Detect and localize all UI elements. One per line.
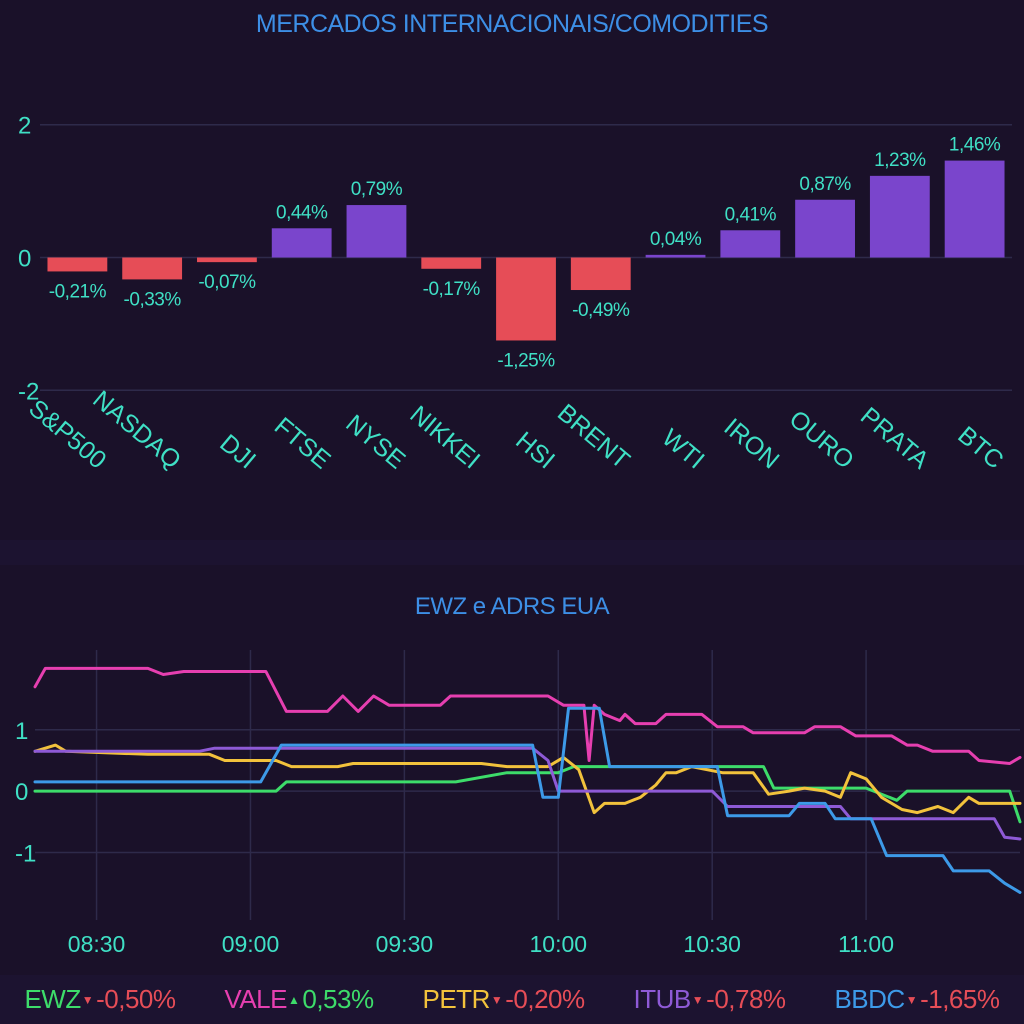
bar-data-label: 1,46%	[949, 135, 1001, 156]
legend-change: -0,78%	[706, 984, 786, 1014]
legend-item-itub: ITUB ▼ -0,78%	[633, 984, 787, 1015]
legend-change: -0,50%	[96, 984, 176, 1014]
legend-ticker: VALE	[224, 984, 287, 1014]
line-x-tick-label: 08:30	[68, 931, 126, 957]
bar-data-label: 0,79%	[351, 179, 403, 200]
legend-item-bbdc: BBDC ▼ -1,65%	[834, 984, 1000, 1015]
bar-category-label: BTC	[952, 421, 1008, 475]
bar-category-label: FTSE	[269, 412, 336, 475]
bar-category-label: PRATA	[855, 402, 934, 475]
bar-data-label: -0,33%	[124, 289, 182, 310]
legend-item-petr: PETR ▼ -0,20%	[422, 984, 586, 1015]
line-y-tick-label: -1	[15, 841, 36, 868]
bar-nasdaq	[122, 257, 183, 280]
legend-item-ewz: EWZ ▼ -0,50%	[24, 984, 176, 1015]
bar-y-tick-label: 0	[18, 246, 31, 273]
bar-category-label: WTI	[657, 424, 710, 475]
ewz-adrs-panel: EWZ e ADRS EUA 08:30 09:00 09:30 10:00 10:30…	[0, 565, 1024, 975]
series-line-itub	[33, 746, 1022, 841]
bar-category-label: DJI	[214, 429, 261, 475]
bar-y-tick-label: 2	[18, 113, 31, 140]
bar-y-tick-label: -2	[18, 378, 39, 405]
bar-category-label: IRON	[719, 413, 785, 475]
bar-category-label: NYSE	[340, 409, 410, 474]
arrow-down-icon: ▼	[691, 992, 704, 1007]
series-line-vale	[33, 666, 1022, 765]
ewz-chart-title: EWZ e ADRS EUA	[414, 593, 610, 620]
bar-category-label: OURO	[784, 405, 859, 475]
series-line-bbdc	[33, 706, 1022, 894]
legend-ticker: EWZ	[24, 984, 81, 1014]
bar-sp500	[47, 257, 108, 272]
line-chart-legend: EWZ ▼ -0,50% VALE ▲ 0,53% PETR ▼ -0,20% ITUB ▼ -0,7…	[0, 975, 1024, 1024]
bar-category-label: HSI	[510, 426, 560, 474]
bar-data-label: 1,23%	[874, 150, 926, 171]
bar-data-label: 0,87%	[799, 174, 851, 195]
ewz-adrs-line-chart: 08:30 09:00 09:30 10:00 10:30 11:00 -1 0 1	[15, 650, 1022, 957]
legend-ticker: ITUB	[633, 984, 692, 1014]
bar-hsi	[496, 257, 556, 341]
bar-data-label: 0,41%	[725, 204, 777, 225]
bar-data-label: 0,44%	[276, 202, 328, 223]
line-y-tick-label: 0	[15, 779, 28, 806]
international-markets-panel: MERCADOS INTERNACIONAIS/COMODITIES -2 0 2 -…	[18, 10, 1012, 475]
markets-bar-chart: -202-0,21%S&P500-0,33%NASDAQ-0,07%DJI0,4…	[18, 113, 1012, 475]
series-line-ewz	[33, 765, 1022, 824]
bar-data-label: -0,49%	[572, 300, 630, 321]
bar-iron	[720, 230, 781, 258]
bar-wti	[645, 254, 706, 258]
bar-data-label: -0,17%	[423, 279, 481, 300]
markets-chart-title: MERCADOS INTERNACIONAIS/COMODITIES	[255, 10, 769, 38]
legend-ticker: BBDC	[834, 984, 905, 1014]
series-line-petr	[33, 743, 1022, 815]
bar-data-label: -0,21%	[49, 281, 107, 302]
bar-dji	[197, 257, 257, 263]
bar-category-label: BRENT	[552, 399, 635, 475]
bar-data-label: 0,04%	[650, 229, 702, 250]
bar-nikkei	[421, 257, 482, 269]
line-x-tick-label: 09:00	[222, 931, 280, 957]
legend-change: 0,53%	[302, 984, 374, 1014]
line-x-tick-label: 10:00	[530, 931, 588, 957]
bar-brent	[570, 257, 631, 291]
bar-data-label: -0,07%	[198, 272, 256, 293]
line-y-tick-label: 1	[15, 718, 28, 745]
arrow-down-icon: ▼	[81, 992, 94, 1007]
bar-ouro	[795, 199, 855, 258]
legend-item-vale: VALE ▲ 0,53%	[224, 984, 374, 1015]
bar-category-label: NIKKEI	[405, 400, 486, 474]
legend-change: -1,65%	[920, 984, 1000, 1014]
bar-prata	[869, 175, 930, 258]
line-x-tick-label: 10:30	[683, 931, 741, 957]
line-x-tick-label: 09:30	[376, 931, 434, 957]
legend-change: -0,20%	[505, 984, 585, 1014]
bar-ftse	[271, 228, 332, 258]
legend-ticker: PETR	[422, 984, 491, 1014]
line-x-tick-label: 11:00	[838, 931, 894, 957]
bar-data-label: -1,25%	[497, 350, 555, 371]
arrow-up-icon: ▲	[287, 992, 300, 1007]
bar-btc	[944, 160, 1005, 258]
arrow-down-icon: ▼	[490, 992, 503, 1007]
arrow-down-icon: ▼	[905, 992, 918, 1007]
bar-nyse	[346, 205, 407, 258]
